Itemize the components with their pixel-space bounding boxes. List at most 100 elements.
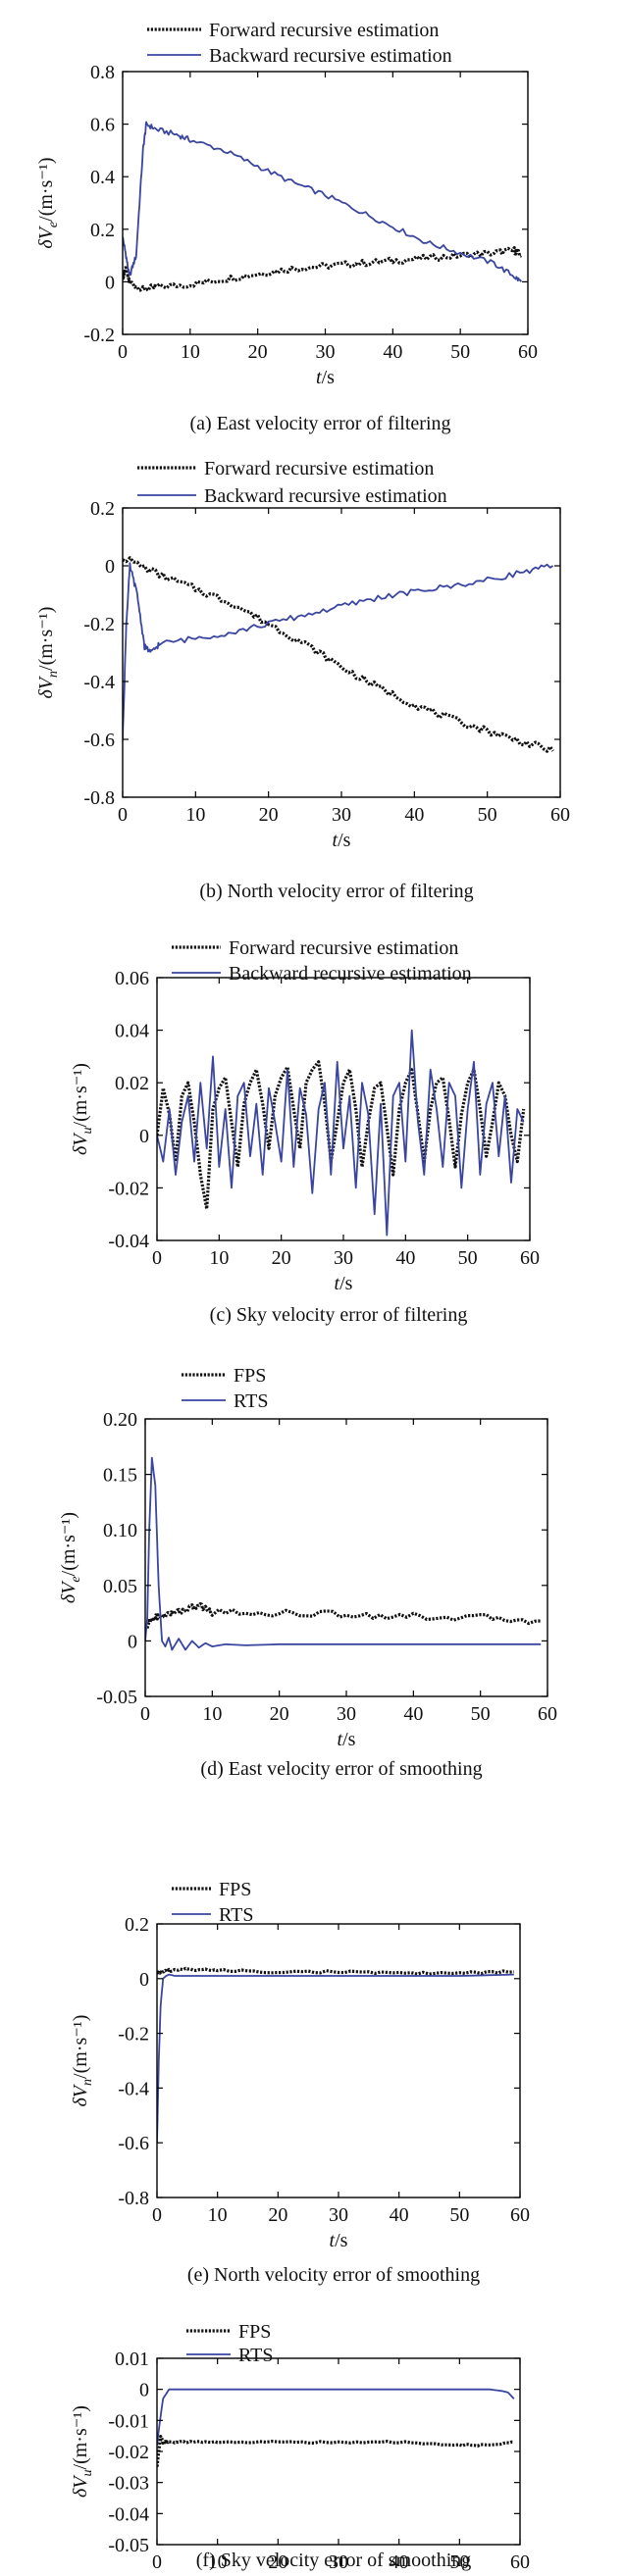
series-line-backward	[157, 2388, 515, 2446]
x-axis-label: t/s	[335, 1273, 353, 1294]
x-tick-label: 50	[449, 2204, 469, 2226]
y-tick-label: 0	[128, 1631, 137, 1652]
x-tick-label: 50	[450, 341, 470, 363]
x-tick-label: 50	[471, 1703, 491, 1725]
y-tick-label: 0.4	[90, 167, 115, 188]
series-line-forward	[157, 2435, 514, 2467]
series-line-forward	[157, 1966, 514, 1976]
y-tick-label: 0	[139, 1969, 149, 1991]
x-tick-label: 0	[118, 341, 128, 363]
x-tick-label: 40	[390, 2551, 409, 2573]
panel-caption: (a) East velocity error of filtering	[190, 413, 451, 434]
x-tick-label: 10	[208, 2204, 228, 2226]
x-tick-label: 60	[518, 341, 538, 363]
legend-entry: RTS	[219, 1904, 253, 1926]
series-line-backward	[157, 1973, 514, 2144]
x-tick-label: 30	[329, 2204, 348, 2226]
x-tick-label: 60	[510, 2551, 530, 2573]
x-tick-label: 30	[334, 1247, 353, 1269]
y-tick-label: 0.2	[90, 498, 115, 520]
chart-panel-3: 0 10 20 30 40 50 60 -0.04 -0.02 0 0.02 0.04 0.06 t/s δ…	[70, 937, 540, 1326]
y-tick-label: 0	[105, 272, 115, 293]
y-axis-label: δVn/(m·s⁻¹)	[35, 607, 61, 699]
x-tick-label: 10	[202, 1703, 222, 1725]
y-tick-label: -0.4	[83, 672, 115, 693]
x-tick-label: 20	[268, 2551, 287, 2573]
series-line-forward	[157, 1060, 526, 1211]
x-tick-label: 50	[478, 804, 497, 826]
y-tick-label: 0.01	[115, 2349, 149, 2370]
series-line-backward	[157, 1029, 525, 1237]
x-tick-label: 60	[520, 1247, 540, 1269]
x-axis-label: t/s	[330, 2230, 348, 2251]
y-tick-label: -0.02	[108, 2442, 149, 2463]
y-tick-label: 0	[139, 1126, 149, 1147]
y-tick-label: 0.05	[103, 1576, 137, 1597]
y-tick-label: 0.2	[90, 220, 115, 241]
series-line-backward	[123, 121, 522, 282]
x-tick-label: 60	[550, 804, 570, 826]
chart-panel-5: 0 10 20 30 40 50 60 -0.8 -0.6 -0.4 -0.2 0 0.2 t/s δVn/…	[70, 1879, 530, 2286]
series-line-backward	[123, 562, 554, 741]
y-tick-label: 0.10	[103, 1520, 137, 1541]
y-axis-label: δVe/(m·s⁻¹)	[58, 1512, 83, 1603]
legend-entry: FPS	[234, 1365, 266, 1387]
x-tick-label: 0	[152, 2204, 162, 2226]
legend-entry: Backward recursive estimation	[209, 45, 452, 67]
x-tick-label: 60	[538, 1703, 557, 1725]
x-tick-label: 30	[337, 1703, 356, 1725]
y-tick-label: -0.6	[83, 730, 115, 751]
y-tick-label: 0.02	[115, 1073, 149, 1094]
y-tick-label: 0.04	[115, 1021, 149, 1042]
legend-entry: Forward recursive estimation	[229, 937, 458, 959]
x-tick-label: 40	[383, 341, 402, 363]
y-tick-label: -0.6	[118, 2133, 149, 2154]
x-tick-label: 10	[181, 341, 200, 363]
legend-entry: FPS	[238, 2321, 271, 2343]
y-tick-label: 0.06	[115, 968, 149, 989]
chart-panel-4: 0 10 20 30 40 50 60-0.0500.050.100.150.20t/sδV…	[58, 1365, 557, 1780]
x-axis-label: t/s	[338, 1729, 356, 1750]
panel-caption: (c) Sky velocity error of filtering	[210, 1304, 468, 1326]
y-tick-label: -0.05	[96, 1687, 137, 1708]
y-tick-label: -0.2	[118, 2024, 149, 2046]
plot-frame	[156, 2357, 521, 2546]
x-tick-label: 0	[152, 1247, 162, 1269]
x-tick-label: 10	[185, 804, 205, 826]
legend-entry: FPS	[219, 1879, 251, 1900]
y-tick-label: 0.6	[90, 115, 115, 136]
legend-entry: Backward recursive estimation	[229, 963, 472, 985]
y-axis-label: δVn/(m·s⁻¹)	[70, 2015, 95, 2107]
y-axis-label: δVe/(m·s⁻¹)	[35, 157, 61, 248]
y-tick-label: -0.01	[108, 2410, 149, 2432]
x-tick-label: 20	[248, 341, 268, 363]
y-tick-label: -0.2	[83, 325, 115, 346]
panel-caption: (b) North velocity error of filtering	[199, 881, 473, 902]
x-tick-label: 40	[395, 1247, 415, 1269]
series-line-forward	[123, 556, 554, 753]
x-tick-label: 20	[259, 804, 279, 826]
legend-entry: RTS	[234, 1390, 268, 1412]
x-tick-label: 40	[390, 2204, 409, 2226]
x-tick-label: 60	[510, 2204, 530, 2226]
x-tick-label: 40	[403, 1703, 423, 1725]
x-tick-label: 20	[270, 1703, 289, 1725]
series-line-forward	[145, 1602, 542, 1631]
y-tick-label: -0.4	[118, 2078, 149, 2099]
x-tick-label: 0	[140, 1703, 150, 1725]
y-tick-label: -0.2	[83, 614, 115, 635]
plot-frame	[156, 1923, 521, 2198]
x-tick-label: 30	[332, 804, 351, 826]
x-tick-label: 30	[329, 2551, 348, 2573]
y-tick-label: -0.03	[108, 2473, 149, 2495]
x-tick-label: 30	[316, 341, 336, 363]
legend-entry: Backward recursive estimation	[204, 485, 447, 507]
x-tick-label: 20	[272, 1247, 291, 1269]
plot-frame	[144, 1418, 548, 1697]
x-tick-label: 50	[458, 1247, 478, 1269]
y-tick-label: 0	[105, 556, 115, 578]
x-axis-label: t/s	[316, 367, 335, 388]
x-tick-label: 10	[209, 1247, 229, 1269]
y-tick-label: -0.05	[108, 2535, 149, 2556]
